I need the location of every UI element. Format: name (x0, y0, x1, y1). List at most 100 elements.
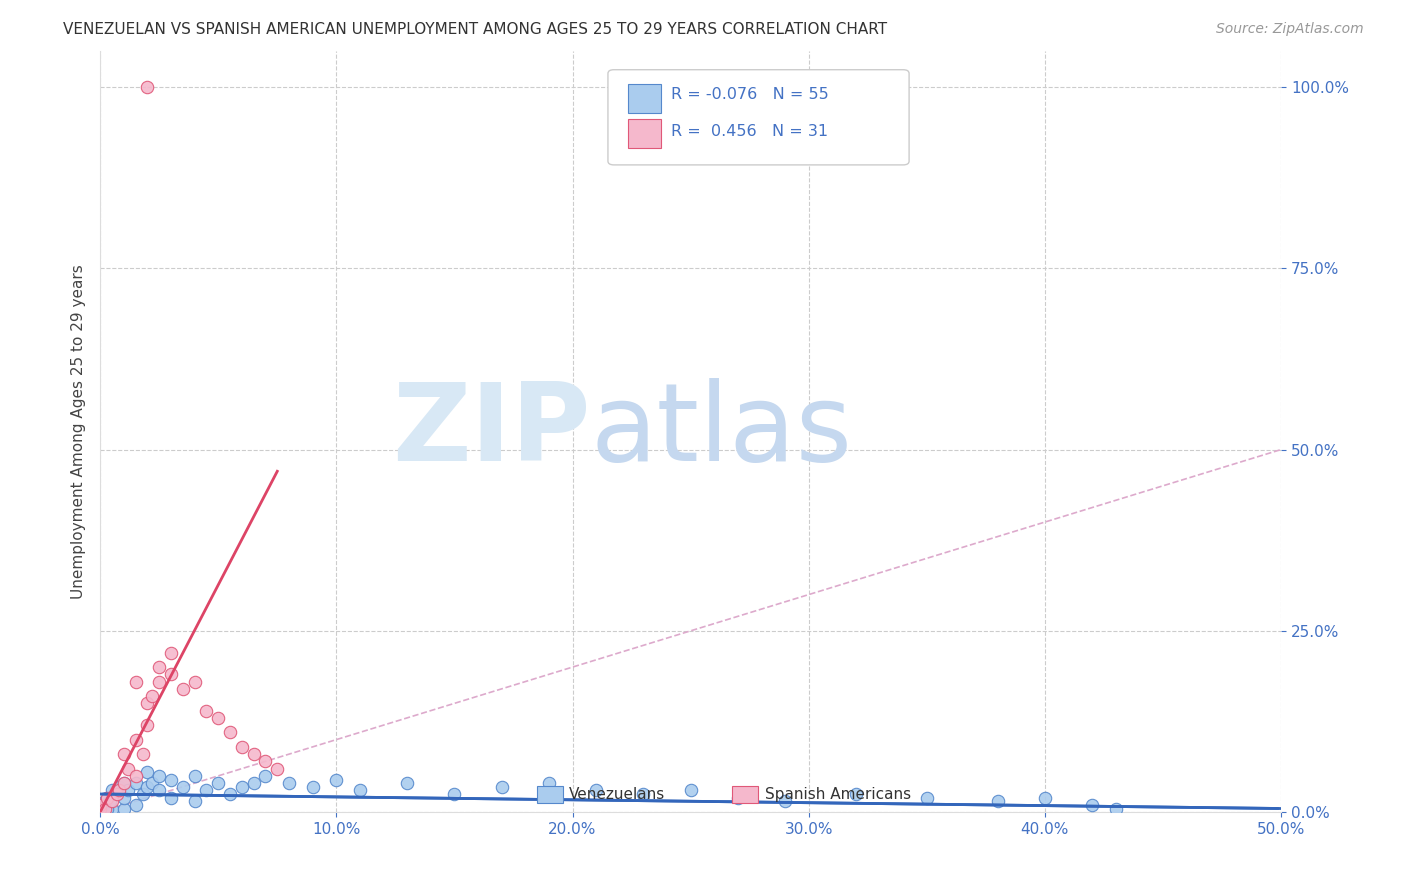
Point (131, 787, 153, 801)
Point (242, 747, 264, 761)
Point (124, 797, 146, 812)
Point (231, 780, 253, 794)
Point (91, 797, 114, 812)
Point (98, 794, 121, 808)
Point (108, 780, 131, 794)
Point (101, 801, 124, 815)
FancyBboxPatch shape (628, 84, 661, 113)
Point (112, 776, 135, 790)
Point (585, 783, 607, 797)
Point (124, 732, 146, 747)
Point (443, 787, 465, 801)
Point (254, 769, 277, 783)
Point (1033, 790, 1056, 805)
Point (131, 747, 153, 761)
Point (89, 805, 111, 819)
Point (160, 790, 183, 805)
Point (101, 794, 124, 808)
Point (172, 681, 194, 696)
Point (183, 794, 205, 808)
Text: Venezuelans: Venezuelans (569, 787, 665, 802)
Point (773, 794, 796, 808)
Point (349, 783, 371, 797)
Point (160, 772, 183, 787)
Point (160, 646, 183, 660)
Point (136, 718, 159, 732)
Point (91, 805, 114, 819)
Point (491, 780, 513, 794)
Point (136, 697, 159, 711)
Text: Spanish Americans: Spanish Americans (765, 787, 911, 802)
Point (915, 790, 938, 805)
Point (148, 783, 170, 797)
Point (266, 762, 288, 776)
Point (1081, 797, 1104, 812)
Point (89, 797, 111, 812)
Point (108, 783, 131, 797)
Point (89, 801, 111, 815)
Point (96, 801, 118, 815)
Text: atlas: atlas (591, 378, 852, 484)
FancyBboxPatch shape (607, 70, 910, 165)
Text: Source: ZipAtlas.com: Source: ZipAtlas.com (1216, 22, 1364, 37)
Point (148, 660, 170, 674)
Point (136, 79, 159, 94)
Point (987, 794, 1010, 808)
Point (117, 783, 139, 797)
Point (537, 776, 560, 790)
Point (183, 769, 205, 783)
Point (112, 801, 135, 815)
Point (96, 790, 118, 805)
Point (207, 711, 229, 725)
Point (136, 765, 159, 780)
Point (396, 776, 419, 790)
Point (148, 769, 170, 783)
Point (105, 787, 128, 801)
Point (94, 794, 117, 808)
Point (633, 787, 655, 801)
Point (172, 780, 194, 794)
Point (136, 780, 159, 794)
Point (727, 790, 749, 805)
Point (94, 801, 117, 815)
Point (1105, 801, 1128, 815)
Point (89, 797, 111, 812)
Text: R =  0.456   N = 31: R = 0.456 N = 31 (671, 124, 828, 139)
Point (183, 674, 205, 689)
Text: ZIP: ZIP (392, 378, 591, 484)
Point (242, 776, 264, 790)
Point (96, 790, 118, 805)
Point (124, 776, 146, 790)
Point (148, 674, 170, 689)
Point (141, 776, 163, 790)
FancyBboxPatch shape (537, 786, 562, 803)
Point (117, 762, 139, 776)
Point (278, 776, 301, 790)
Text: R = -0.076   N = 55: R = -0.076 N = 55 (671, 87, 828, 103)
Point (112, 790, 135, 805)
Point (124, 674, 146, 689)
Point (207, 776, 229, 790)
Point (845, 787, 868, 801)
Point (195, 783, 218, 797)
FancyBboxPatch shape (628, 120, 661, 148)
Point (254, 755, 277, 769)
Point (219, 725, 242, 739)
Point (195, 704, 218, 718)
Y-axis label: Unemployment Among Ages 25 to 29 years: Unemployment Among Ages 25 to 29 years (72, 264, 86, 599)
Point (301, 780, 323, 794)
Point (105, 787, 128, 801)
Point (679, 783, 702, 797)
Point (141, 689, 163, 703)
Point (219, 787, 242, 801)
Point (101, 783, 124, 797)
Point (231, 739, 253, 754)
Point (89, 801, 111, 815)
Text: VENEZUELAN VS SPANISH AMERICAN UNEMPLOYMENT AMONG AGES 25 TO 29 YEARS CORRELATIO: VENEZUELAN VS SPANISH AMERICAN UNEMPLOYM… (63, 22, 887, 37)
Point (325, 772, 347, 787)
FancyBboxPatch shape (733, 786, 758, 803)
Point (160, 667, 183, 681)
Point (112, 747, 135, 761)
Point (124, 769, 146, 783)
Point (112, 776, 135, 790)
